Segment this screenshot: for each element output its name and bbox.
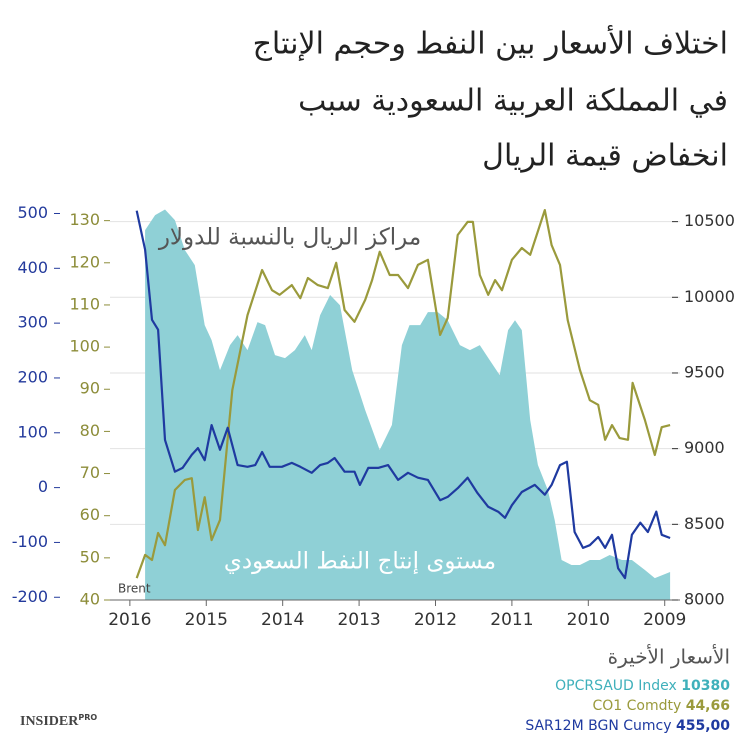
y-tick-label: 8000 — [684, 590, 725, 609]
latest-item: SAR12M BGN Cumcy 455,00 — [525, 718, 730, 734]
area — [145, 209, 671, 600]
latest-value: 10380 — [681, 678, 730, 694]
y-tick-label: 9500 — [684, 362, 725, 381]
annotation: مراكز الريال بالنسبة للدولار — [158, 225, 421, 251]
x-tick-label: 2013 — [337, 610, 380, 630]
y-tick-label: 110 — [69, 294, 100, 313]
x-tick-label: 2015 — [185, 610, 228, 630]
latest-item: OPCRSAUD Index 10380 — [555, 678, 730, 694]
logo: INSIDERPRO — [20, 713, 97, 730]
y-tick-label: 100 — [17, 422, 48, 441]
y-tick-label: 90 — [80, 379, 100, 398]
y-tick-label: 500 — [17, 203, 48, 222]
x-tick-label: 2014 — [261, 610, 304, 630]
y-tick-label: 300 — [17, 313, 48, 332]
y-tick-label: 10000 — [684, 287, 735, 306]
y-tick-label: 10500 — [684, 211, 735, 230]
x-tick-label: 2011 — [490, 610, 533, 630]
logo-text: INSIDER — [20, 714, 79, 729]
x-tick-label: 2012 — [414, 610, 457, 630]
title-line: اختلاف الأسعار بين النفط وحجم الإنتاج — [253, 24, 728, 62]
latest-label: SAR12M BGN Cumcy — [525, 718, 671, 734]
latest-value: 44,66 — [686, 698, 730, 714]
x-tick-label: 2009 — [643, 610, 686, 630]
y-tick-label: 9000 — [684, 438, 725, 457]
latest-label: CO1 Comdty — [592, 698, 681, 714]
y-tick-label: 400 — [17, 258, 48, 277]
y-tick-label: 120 — [69, 252, 100, 271]
y-tick-label: 200 — [17, 367, 48, 386]
x-tick-label: 2016 — [108, 610, 151, 630]
y-tick-label: 60 — [80, 505, 100, 524]
y-tick-label: 100 — [69, 337, 100, 356]
y-tick-label: 0 — [38, 477, 48, 496]
y-tick-label: 40 — [80, 590, 100, 609]
y-tick-label: 70 — [80, 463, 100, 482]
logo-sup: PRO — [78, 713, 97, 722]
line — [135, 210, 671, 580]
y-tick-label: 8500 — [684, 514, 725, 533]
y-tick-label: -200 — [12, 587, 48, 606]
title-line: في المملكة العربية السعودية سبب — [298, 84, 728, 119]
y-tick-label: -100 — [12, 532, 48, 551]
plot: 2016 2015 2014 2013 2012 2011 2010 2009 -200 -100… — [12, 203, 735, 630]
latest-title: الأسعار الأخيرة — [608, 645, 730, 669]
title-line: انخفاض قيمة الريال — [482, 139, 728, 174]
latest-label: OPCRSAUD Index — [555, 678, 677, 694]
y-tick-label: 50 — [80, 547, 100, 566]
line — [135, 209, 671, 579]
y-tick-label: 130 — [69, 210, 100, 229]
y-tick-label: 80 — [80, 421, 100, 440]
latest-value: 455,00 — [676, 718, 730, 734]
x-tick-label: 2010 — [567, 610, 610, 630]
annotation: مستوى إنتاج النفط السعودي — [224, 549, 496, 575]
annotation: Brent — [118, 582, 151, 596]
latest-item: CO1 Comdty 44,66 — [592, 698, 730, 714]
